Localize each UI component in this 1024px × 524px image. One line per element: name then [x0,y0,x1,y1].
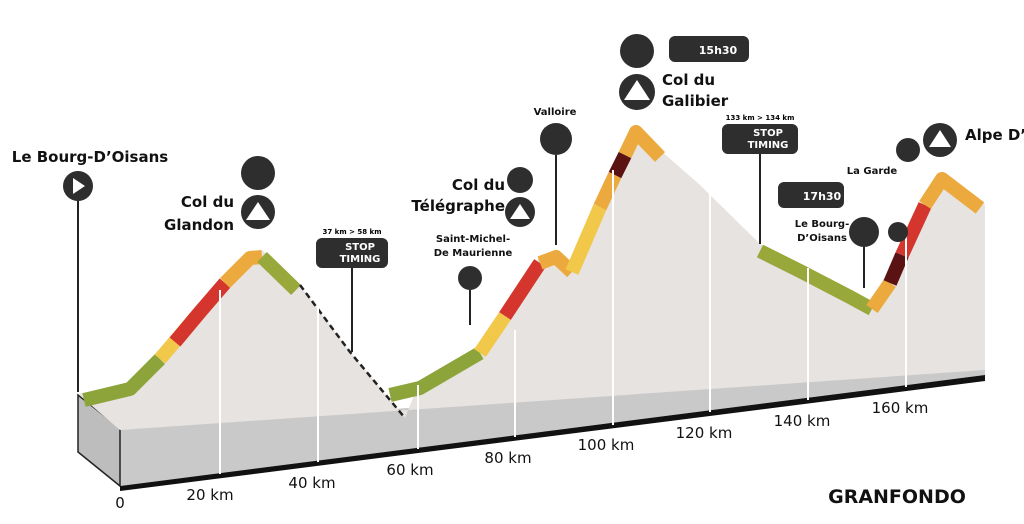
slope-strip [169,278,231,347]
food-pin [620,34,654,68]
km-label: 20 km [186,486,233,504]
place-label: D’Oisans [797,233,847,244]
stop-text: TIMING [340,254,381,265]
km-label: 120 km [676,424,733,442]
slope-strip [388,346,484,402]
summit-icon [246,202,270,220]
slope-strip [474,312,511,357]
place-label: Le Bourg- [795,219,850,230]
pins [241,34,957,352]
place-label: Alpe D’ [965,126,1024,144]
slope-strip [565,204,607,275]
start-icon [73,178,85,194]
footer: GRANFONDO [828,486,966,508]
km-label: 0 [115,494,125,512]
water-pin [458,266,482,290]
food-pin [241,156,275,190]
summit-icon [929,130,951,147]
place-label: Glandon [164,216,234,234]
start-label: Le Bourg-D’Oisans [12,148,169,166]
water-pin [507,167,533,193]
base-edge [120,375,985,491]
stop-text: STOP [345,242,375,253]
food-pin [849,217,879,247]
water-pin [896,138,920,162]
place-label: Saint-Michel- [436,234,510,245]
slope-strip [82,354,165,407]
slope-strip [618,125,666,162]
place-label: De Maurienne [434,248,513,259]
stop-box [722,124,798,154]
slope-strip [608,151,632,179]
cutoff-time: 15h30 [699,44,738,57]
summit-icon [624,80,650,100]
slope-strip [220,250,263,288]
km-label: 140 km [774,412,831,430]
place-label: Galibier [662,92,729,110]
stop-text: TIMING [748,140,789,151]
place-label: Col du [662,71,715,89]
summit-icon [510,204,530,219]
km-label: 40 km [288,474,335,492]
stop-text: STOP [753,128,783,139]
cutoff-box [778,182,844,208]
transfer-line [298,284,406,419]
km-label: 160 km [872,399,929,417]
km-label: 60 km [386,461,433,479]
km-label: 100 km [578,436,635,454]
slope-strip [866,279,896,313]
slope-strip [499,259,546,320]
food-pin [540,123,572,155]
place-label: Col du [181,193,234,211]
water-pin [888,222,908,242]
slope-strip [919,172,985,214]
slope-colors [82,125,985,407]
place-label: Valloire [534,107,577,118]
slope-strip [257,251,301,296]
place-label: Télégraphe [411,197,505,215]
stop-box [316,238,388,268]
cutoff-box [669,36,749,62]
stop-range: 37 km > 58 km [323,228,382,236]
place-label: La Garde [847,166,898,177]
km-dividers [219,170,907,474]
place-label: Col du [452,176,505,194]
slope-strip [756,244,876,316]
base-left [78,368,985,486]
km-label: 80 km [484,449,531,467]
cutoff-time: 17h30 [803,190,842,203]
slope-strip [883,252,909,286]
stop-range: 133 km > 134 km [726,114,795,122]
